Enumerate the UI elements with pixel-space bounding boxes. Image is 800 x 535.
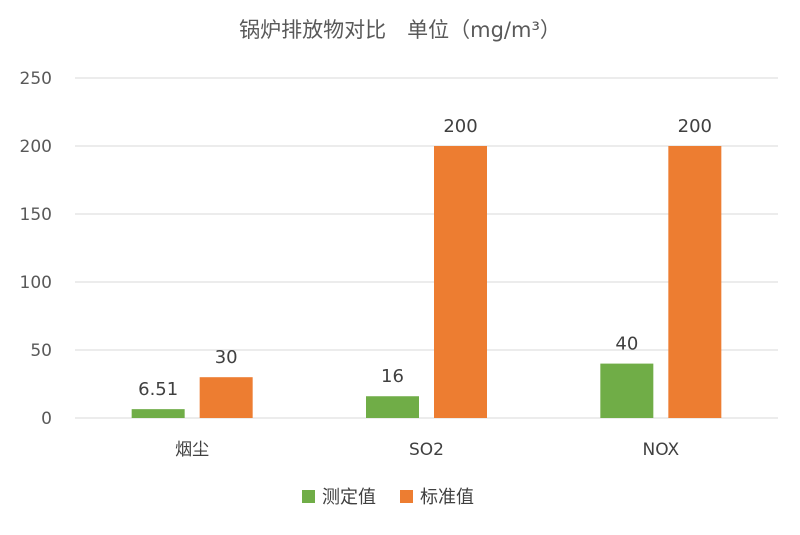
data-label: 16: [381, 366, 404, 387]
y-tick-label: 100: [20, 273, 52, 293]
data-label: 30: [215, 347, 238, 368]
y-axis-ticks: 0 50 100 150 200 250: [20, 69, 52, 429]
y-tick-label: 0: [41, 409, 52, 429]
data-label: 200: [443, 116, 477, 137]
x-category-label: SO2: [409, 440, 444, 460]
chart-title: 锅炉排放物对比 单位（mg/m³）: [239, 18, 561, 42]
x-category-label: NOX: [643, 440, 680, 460]
bar-standard: [434, 146, 487, 418]
data-label: 6.51: [138, 379, 178, 400]
legend: 测定值 标准值: [302, 487, 474, 508]
bar-standard: [668, 146, 722, 418]
bar-measured: [366, 396, 419, 418]
x-category-label: 烟尘: [175, 440, 209, 460]
category-labels: 烟尘 SO2 NOX: [175, 440, 679, 460]
y-tick-label: 250: [20, 69, 52, 89]
gridlines: [75, 77, 778, 419]
data-labels: 6.51 30 16 200 40 200: [138, 116, 712, 400]
bar-standard: [199, 377, 253, 418]
legend-swatch: [400, 490, 413, 503]
y-tick-label: 50: [30, 341, 52, 361]
legend-label: 测定值: [322, 487, 376, 508]
bars: [131, 146, 722, 418]
data-label: 40: [615, 334, 638, 355]
legend-label: 标准值: [420, 487, 474, 508]
y-tick-label: 200: [20, 137, 52, 157]
data-label: 200: [678, 116, 712, 137]
y-tick-label: 150: [20, 205, 52, 225]
bar-measured: [131, 409, 185, 418]
legend-swatch: [302, 490, 315, 503]
bar-measured: [600, 363, 654, 418]
